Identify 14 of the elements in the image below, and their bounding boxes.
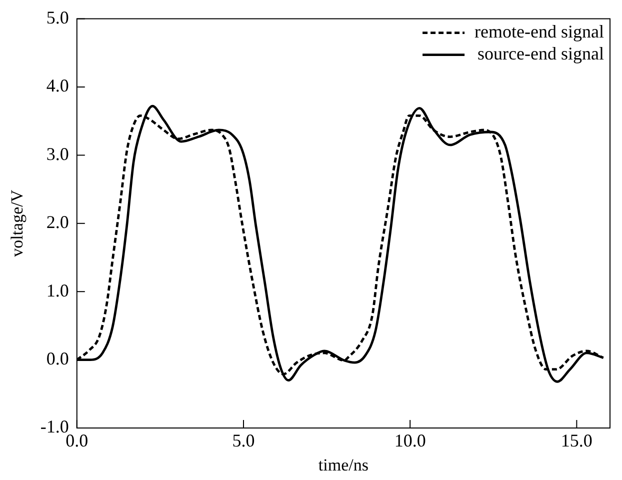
y-tick-label: 5.0 bbox=[46, 8, 69, 28]
y-tick-label: 2.0 bbox=[46, 212, 69, 232]
legend-label: source-end signal bbox=[478, 44, 604, 64]
y-axis-title: voltage/V bbox=[8, 189, 27, 257]
y-tick-label: 4.0 bbox=[46, 76, 69, 96]
x-tick-label: 0.0 bbox=[66, 430, 88, 451]
y-tick-label: 3.0 bbox=[46, 144, 69, 164]
y-tick-label: 0.0 bbox=[46, 348, 69, 369]
y-tick-label: 1.0 bbox=[46, 280, 69, 300]
legend-label: remote-end signal bbox=[474, 22, 604, 42]
x-axis-title: time/ns bbox=[318, 455, 368, 474]
x-tick-label: 10.0 bbox=[394, 430, 426, 451]
x-tick-label: 15.0 bbox=[560, 430, 592, 451]
x-tick-label: 5.0 bbox=[232, 430, 255, 451]
